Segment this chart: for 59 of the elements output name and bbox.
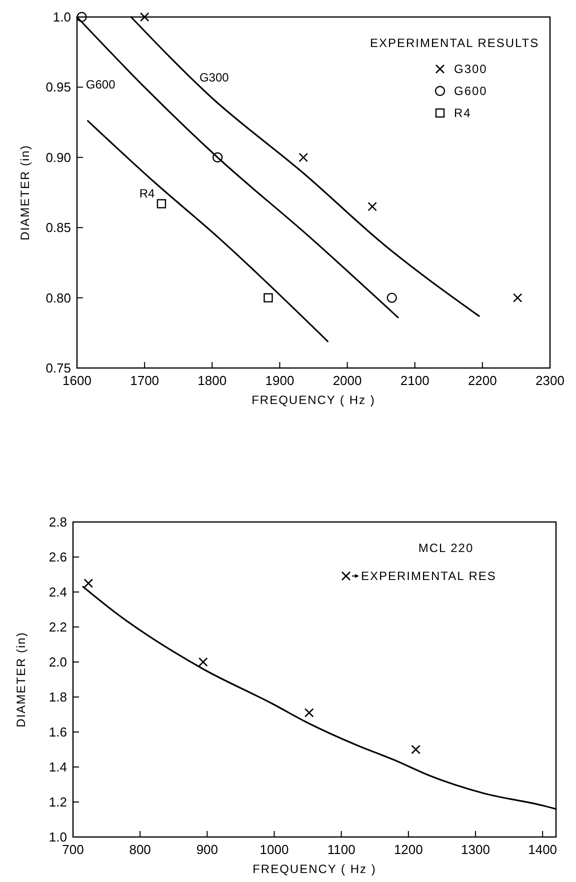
y-tick-label: 2.2 bbox=[48, 620, 67, 634]
point bbox=[212, 152, 223, 162]
x-tick-label: 1300 bbox=[461, 842, 490, 857]
y-tick-label: 1.0 bbox=[48, 830, 67, 844]
x-tick-label: 2000 bbox=[332, 373, 362, 388]
legend-label: R4 bbox=[454, 106, 472, 120]
point bbox=[304, 708, 314, 718]
y-tick-label: 2.4 bbox=[48, 584, 67, 600]
point bbox=[368, 202, 377, 212]
legend-label: EXPERIMENTAL RES bbox=[361, 569, 496, 583]
y-tick-label: 1.2 bbox=[48, 794, 67, 810]
y-tick-label: 0.95 bbox=[46, 80, 71, 95]
point bbox=[198, 657, 208, 667]
y-tick-label: 0.80 bbox=[46, 290, 71, 306]
x-tick-label: 2200 bbox=[468, 373, 497, 388]
y-tick-label: 0.90 bbox=[46, 150, 71, 165]
legend-title: EXPERIMENTAL RESULTS bbox=[370, 36, 540, 50]
x-tick-label: 2300 bbox=[536, 373, 564, 388]
x-tick-label: 1200 bbox=[394, 842, 423, 857]
x-tick-label: 1400 bbox=[528, 842, 558, 857]
y-tick-label: 0.85 bbox=[46, 220, 71, 236]
point bbox=[140, 12, 150, 22]
point bbox=[156, 199, 166, 208]
series-label: G300 bbox=[199, 70, 230, 85]
x-tick-label: 1700 bbox=[130, 373, 160, 388]
y-axis-title: DIAMETER (in) bbox=[14, 632, 28, 728]
x-axis-title: FREQUENCY ( Hz ) bbox=[252, 862, 376, 876]
y-tick-label: 1.6 bbox=[48, 724, 67, 740]
y-tick-label: 1.8 bbox=[48, 690, 67, 704]
point bbox=[298, 152, 308, 162]
y-tick-label: 2.8 bbox=[48, 514, 67, 530]
legend-title: MCL 220 bbox=[418, 541, 474, 555]
x-tick-label: 900 bbox=[196, 842, 218, 857]
point bbox=[386, 292, 397, 303]
legend-label: G300 bbox=[454, 62, 488, 76]
x-tick-label: 1100 bbox=[327, 842, 356, 857]
point bbox=[264, 293, 273, 302]
y-tick-label: 2.6 bbox=[48, 550, 67, 564]
y-axis-title: DIAMETER (in) bbox=[18, 144, 32, 240]
x-axis-title: FREQUENCY ( Hz ) bbox=[252, 393, 376, 407]
point bbox=[76, 12, 87, 22]
x-tick-label: 800 bbox=[129, 842, 151, 857]
x-tick-label: 1900 bbox=[265, 373, 294, 388]
point bbox=[84, 578, 94, 588]
x-tick-label: 700 bbox=[62, 842, 84, 857]
y-tick-label: 1.4 bbox=[48, 760, 67, 774]
series-label: G600 bbox=[86, 78, 116, 92]
y-tick-label: 0.75 bbox=[46, 360, 71, 376]
line-series bbox=[87, 120, 328, 342]
y-tick-label: 1.0 bbox=[52, 10, 71, 24]
legend-label: G600 bbox=[454, 84, 488, 98]
x-tick-label: 1800 bbox=[198, 373, 227, 388]
y-tick-label: 2.0 bbox=[48, 654, 67, 670]
x-tick-label: 1000 bbox=[260, 842, 289, 857]
point bbox=[411, 744, 420, 754]
point bbox=[512, 293, 522, 302]
series-label: R4 bbox=[139, 186, 156, 200]
x-tick-label: 1600 bbox=[62, 373, 92, 388]
x-tick-label: 2100 bbox=[400, 373, 430, 388]
